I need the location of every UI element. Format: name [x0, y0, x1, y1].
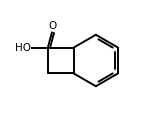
Text: HO: HO — [15, 43, 31, 53]
Text: O: O — [48, 21, 57, 31]
